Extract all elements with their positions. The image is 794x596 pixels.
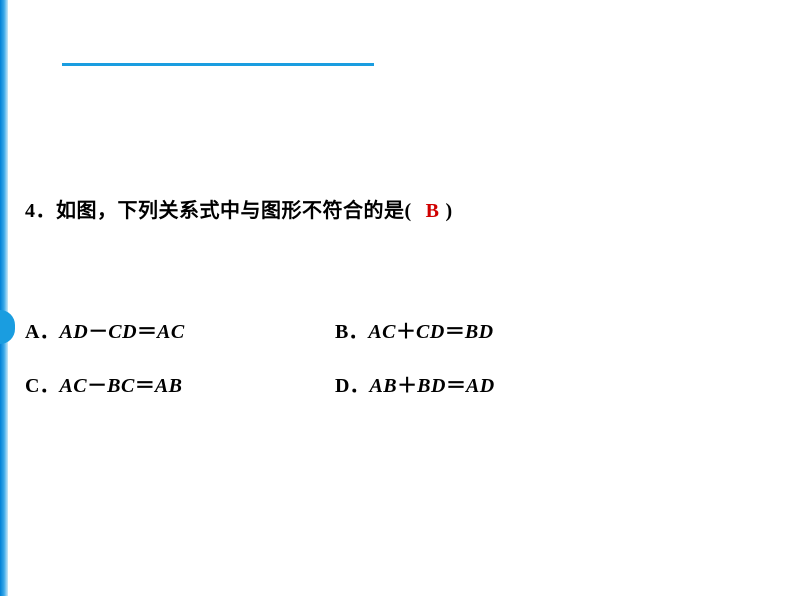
question-number: 4 [25, 200, 36, 222]
option-c-eq: ＝ [135, 375, 155, 397]
option-d-label: D． [335, 375, 369, 397]
option-c-rhs: AB [155, 375, 183, 397]
option-b-op1: ＋ [396, 321, 416, 343]
option-a-eq: ＝ [137, 321, 157, 343]
option-c: C．AC－BC＝AB [25, 370, 335, 402]
option-b-rhs: BD [465, 321, 494, 343]
option-a-lhs: AD [59, 321, 88, 343]
question-block: 4．如图，下列关系式中与图形不符合的是(B) [25, 195, 765, 227]
answer-letter: B [412, 200, 446, 222]
question-prefix: ．如图，下列关系式中与图形不符合的是( [36, 200, 412, 222]
option-c-mid: BC [107, 375, 135, 397]
option-d-op1: ＋ [397, 375, 417, 397]
option-b-eq: ＝ [445, 321, 465, 343]
option-a-mid: CD [108, 321, 137, 343]
left-gradient-bar [0, 0, 8, 596]
option-a-label: A． [25, 321, 59, 343]
option-b-mid: CD [416, 321, 445, 343]
option-b-label: B． [335, 321, 368, 343]
question-suffix: ) [446, 200, 453, 222]
top-horizontal-rule [62, 63, 374, 66]
option-b: B．AC＋CD＝BD [335, 316, 494, 348]
option-d: D．AB＋BD＝AD [335, 370, 495, 402]
option-row-1: A．AD－CD＝AC B．AC＋CD＝BD [25, 316, 765, 348]
options-block: A．AD－CD＝AC B．AC＋CD＝BD C．AC－BC＝AB D．AB＋BD… [25, 316, 765, 424]
option-row-2: C．AC－BC＝AB D．AB＋BD＝AD [25, 370, 765, 402]
option-a: A．AD－CD＝AC [25, 316, 335, 348]
option-a-rhs: AC [157, 321, 185, 343]
option-c-label: C． [25, 375, 59, 397]
option-b-lhs: AC [368, 321, 396, 343]
option-c-op1: － [87, 375, 107, 397]
option-d-lhs: AB [369, 375, 397, 397]
option-c-lhs: AC [59, 375, 87, 397]
option-d-mid: BD [417, 375, 446, 397]
option-d-rhs: AD [466, 375, 495, 397]
option-d-eq: ＝ [446, 375, 466, 397]
side-marker [0, 310, 15, 344]
question-text: 4．如图，下列关系式中与图形不符合的是(B) [25, 195, 765, 227]
option-a-op1: － [88, 321, 108, 343]
